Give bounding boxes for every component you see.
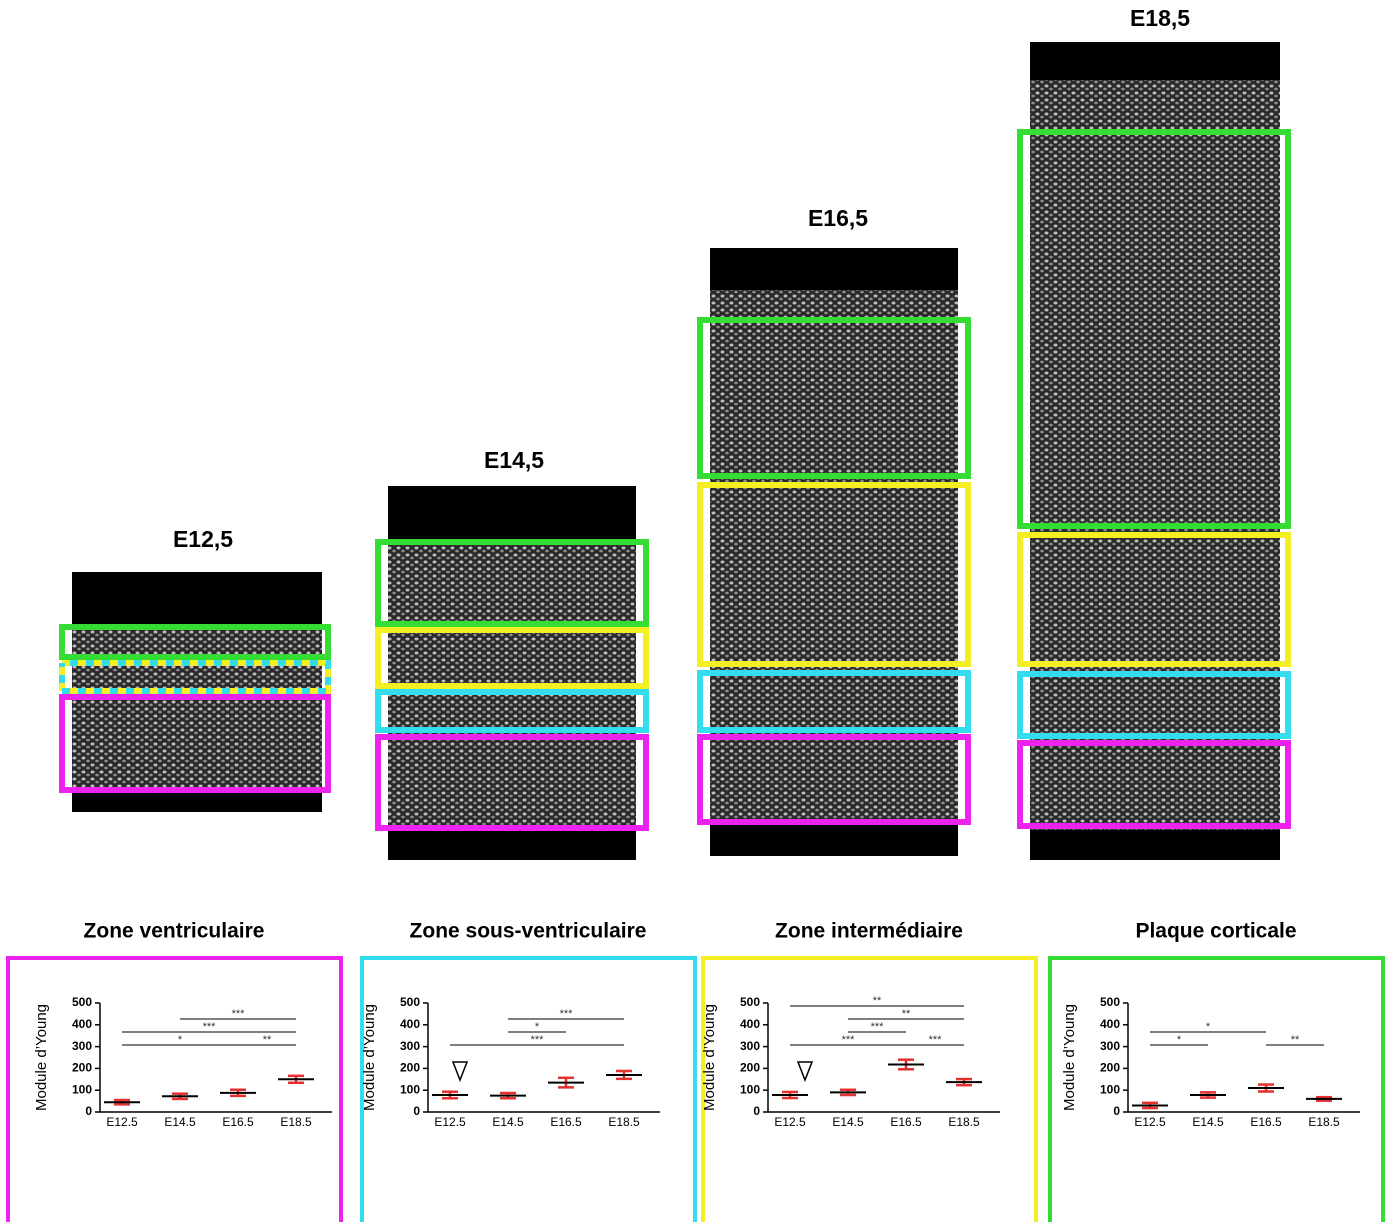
significance-label: *** bbox=[232, 1008, 246, 1020]
x-tick-label: E16.5 bbox=[550, 1115, 582, 1129]
y-tick-label: 100 bbox=[72, 1082, 92, 1096]
zone-box bbox=[697, 670, 971, 733]
zone-box bbox=[1017, 532, 1291, 667]
zone-box bbox=[1017, 671, 1291, 739]
significance-label: ** bbox=[263, 1034, 272, 1046]
significance-label: ** bbox=[873, 995, 882, 1007]
x-tick-label: E18.5 bbox=[280, 1115, 312, 1129]
stage-label: E12,5 bbox=[173, 526, 233, 552]
x-tick-label: E14.5 bbox=[492, 1115, 524, 1129]
y-tick-label: 200 bbox=[72, 1061, 92, 1075]
y-tick-label: 0 bbox=[753, 1104, 760, 1118]
significance-label: *** bbox=[929, 1034, 943, 1046]
x-tick-label: E14.5 bbox=[832, 1115, 864, 1129]
x-tick-label: E18.5 bbox=[1308, 1115, 1340, 1129]
zone-box bbox=[1017, 740, 1291, 829]
zone-box bbox=[697, 734, 971, 825]
y-tick-label: 100 bbox=[400, 1082, 420, 1096]
significance-label: ** bbox=[1291, 1034, 1300, 1046]
x-tick-label: E12.5 bbox=[1134, 1115, 1166, 1129]
zone-box bbox=[59, 694, 331, 793]
y-tick-label: 200 bbox=[1100, 1061, 1120, 1075]
x-tick-label: E12.5 bbox=[434, 1115, 466, 1129]
y-tick-label: 300 bbox=[400, 1039, 420, 1053]
y-tick-label: 300 bbox=[740, 1039, 760, 1053]
x-tick-label: E16.5 bbox=[890, 1115, 922, 1129]
y-axis-label: Module d’Young bbox=[33, 1004, 50, 1111]
y-tick-label: 500 bbox=[400, 995, 420, 1009]
chart-title: Zone ventriculaire bbox=[84, 920, 265, 943]
arrowhead bbox=[451, 1061, 469, 1083]
chart-title: Zone sous-ventriculaire bbox=[410, 920, 647, 943]
y-tick-label: 500 bbox=[72, 995, 92, 1009]
y-axis-label: Module d’Young bbox=[1061, 1004, 1078, 1111]
zone-box bbox=[375, 689, 649, 733]
x-tick-label: E14.5 bbox=[164, 1115, 196, 1129]
chart-frame bbox=[701, 956, 1038, 1222]
y-tick-label: 400 bbox=[72, 1017, 92, 1031]
chart-title: Zone intermédiaire bbox=[775, 920, 963, 943]
zone-box bbox=[375, 539, 649, 627]
micrograph-tissue bbox=[710, 290, 958, 820]
y-axis-label: Module d’Young bbox=[701, 1004, 718, 1111]
significance-label: *** bbox=[531, 1034, 545, 1046]
x-tick-label: E14.5 bbox=[1192, 1115, 1224, 1129]
chart-frame bbox=[6, 956, 343, 1222]
x-tick-label: E18.5 bbox=[608, 1115, 640, 1129]
y-tick-label: 0 bbox=[85, 1104, 92, 1118]
arrowhead bbox=[796, 1061, 814, 1083]
stage-label: E14,5 bbox=[484, 447, 544, 473]
x-tick-label: E12.5 bbox=[774, 1115, 806, 1129]
zone-box bbox=[697, 317, 971, 479]
zone-box bbox=[1017, 129, 1291, 529]
significance-label: * bbox=[1177, 1034, 1182, 1046]
y-tick-label: 200 bbox=[400, 1061, 420, 1075]
panels bbox=[59, 42, 1291, 860]
y-tick-label: 0 bbox=[413, 1104, 420, 1118]
y-tick-label: 400 bbox=[1100, 1017, 1120, 1031]
x-tick-label: E18.5 bbox=[948, 1115, 980, 1129]
micrograph-tissue bbox=[72, 627, 322, 790]
y-tick-label: 0 bbox=[1113, 1104, 1120, 1118]
significance-label: *** bbox=[871, 1021, 885, 1033]
zone-box bbox=[697, 482, 971, 667]
significance-label: ** bbox=[902, 1008, 911, 1020]
micrograph-tissue bbox=[1030, 80, 1280, 830]
y-tick-label: 300 bbox=[72, 1039, 92, 1053]
y-tick-label: 500 bbox=[740, 995, 760, 1009]
x-tick-label: E12.5 bbox=[106, 1115, 138, 1129]
zone-box bbox=[375, 734, 649, 831]
chart-frame bbox=[360, 956, 697, 1222]
stage-label: E16,5 bbox=[808, 205, 868, 231]
zone-box bbox=[59, 624, 331, 660]
significance-label: *** bbox=[560, 1008, 574, 1020]
y-tick-label: 300 bbox=[1100, 1039, 1120, 1053]
y-tick-label: 400 bbox=[740, 1017, 760, 1031]
chart-title: Plaque corticale bbox=[1135, 920, 1296, 943]
y-tick-label: 200 bbox=[740, 1061, 760, 1075]
y-tick-label: 100 bbox=[740, 1082, 760, 1096]
chart-frame bbox=[1048, 956, 1385, 1222]
significance-label: * bbox=[178, 1034, 183, 1046]
significance-label: *** bbox=[203, 1021, 217, 1033]
x-tick-label: E16.5 bbox=[1250, 1115, 1282, 1129]
zone-box bbox=[375, 627, 649, 689]
zone-box bbox=[59, 660, 331, 694]
x-tick-label: E16.5 bbox=[222, 1115, 254, 1129]
significance-label: *** bbox=[842, 1034, 856, 1046]
significance-label: * bbox=[1206, 1021, 1211, 1033]
y-tick-label: 100 bbox=[1100, 1082, 1120, 1096]
stage-label: E18,5 bbox=[1130, 5, 1190, 31]
significance-label: * bbox=[535, 1021, 540, 1033]
y-tick-label: 400 bbox=[400, 1017, 420, 1031]
y-axis-label: Module d’Young bbox=[361, 1004, 378, 1111]
y-tick-label: 500 bbox=[1100, 995, 1120, 1009]
